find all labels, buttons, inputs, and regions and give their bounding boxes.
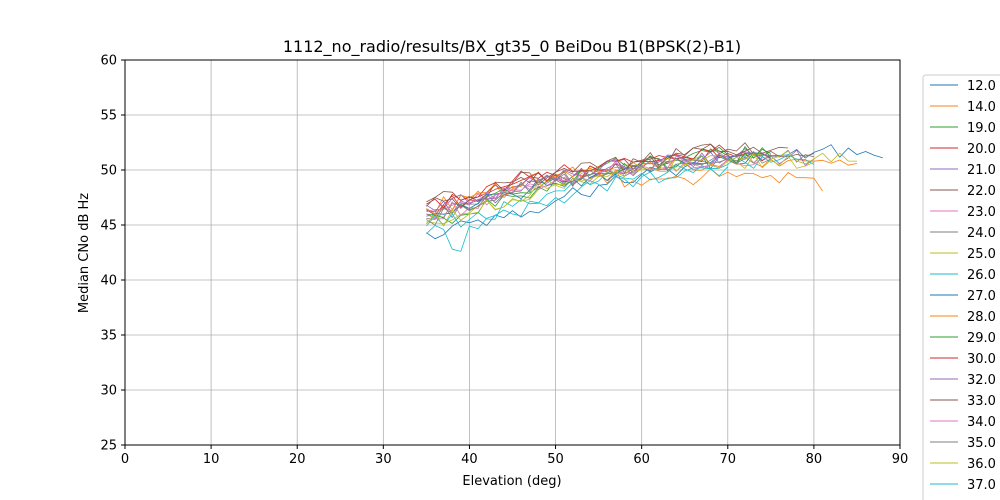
y-tick-label: 25 [100, 439, 117, 454]
legend-label: 23.0 [967, 205, 996, 220]
series-line-35.0 [426, 151, 771, 226]
x-tick-label: 0 [121, 452, 129, 467]
legend-label: 32.0 [967, 373, 996, 388]
series-group [426, 142, 883, 252]
y-tick-label: 50 [100, 164, 117, 179]
legend-label: 27.0 [967, 289, 996, 304]
y-axis-label: Median CNo dB Hz [77, 193, 92, 313]
y-tick-label: 55 [100, 109, 117, 124]
legend-label: 36.0 [967, 457, 996, 472]
legend: 12.0 14.0 19.0 20.0 21.0 22.0 23.0 24.0 25.0 26.0… [922, 74, 1000, 500]
legend-label: 28.0 [967, 310, 996, 325]
series-line-34.0 [426, 152, 729, 220]
legend-label: 20.0 [967, 142, 996, 157]
legend-label: 33.0 [967, 394, 996, 409]
x-tick-label: 90 [892, 452, 909, 467]
x-tick-label: 30 [375, 452, 392, 467]
legend-label: 37.0 [967, 478, 996, 493]
x-tick-label: 60 [633, 452, 650, 467]
series-line-12.0 [426, 144, 883, 240]
y-tick-label: 30 [100, 384, 117, 399]
x-tick-label: 50 [547, 452, 564, 467]
series-line-28.0 [426, 167, 823, 215]
x-tick-label: 10 [203, 452, 220, 467]
series-line-26.0 [426, 154, 815, 228]
x-tick-label: 70 [720, 452, 737, 467]
legend-label: 19.0 [967, 121, 996, 136]
x-tick-label: 20 [289, 452, 306, 467]
series-line-37.0 [426, 166, 729, 252]
y-tick-label: 35 [100, 329, 117, 344]
legend-label: 12.0 [967, 79, 996, 94]
legend-label: 30.0 [967, 352, 996, 367]
chart-title: 1112_no_radio/results/BX_gt35_0 BeiDou B… [283, 37, 741, 57]
grid-lines [124, 59, 901, 446]
legend-label: 22.0 [967, 184, 996, 199]
y-tick-label: 60 [100, 54, 117, 69]
x-axis-label: Elevation (deg) [462, 474, 561, 489]
series-line-36.0 [426, 153, 815, 227]
legend-label: 14.0 [967, 100, 996, 115]
legend-label: 26.0 [967, 268, 996, 283]
legend-box [922, 74, 1000, 500]
legend-label: 35.0 [967, 436, 996, 451]
x-tick-label: 80 [806, 452, 823, 467]
series-line-20.0 [426, 148, 772, 216]
ticks: 0 10 20 30 40 50 60 70 80 90 25 30 35 40 45 50 55 60 [100, 54, 908, 468]
series-line-32.0 [426, 151, 772, 214]
legend-label: 29.0 [967, 331, 996, 346]
x-tick-label: 40 [461, 452, 478, 467]
legend-label: 24.0 [967, 226, 996, 241]
y-tick-label: 40 [100, 274, 117, 289]
legend-label: 34.0 [967, 415, 996, 430]
legend-label: 25.0 [967, 247, 996, 262]
series-line-25.0 [426, 150, 857, 224]
legend-label: 21.0 [967, 163, 996, 178]
plot-frame [124, 59, 901, 446]
y-tick-label: 45 [100, 219, 117, 234]
